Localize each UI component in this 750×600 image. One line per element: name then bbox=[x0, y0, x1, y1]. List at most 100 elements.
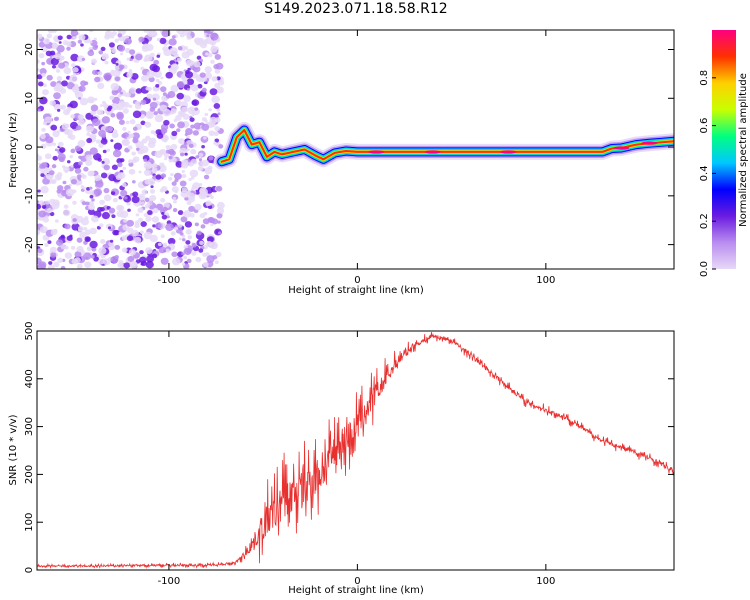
noise-point bbox=[110, 191, 116, 196]
noise-point bbox=[188, 143, 194, 148]
noise-point bbox=[167, 90, 176, 99]
noise-point bbox=[124, 37, 132, 45]
noise-point bbox=[207, 165, 213, 170]
ridge-peak bbox=[368, 150, 385, 154]
noise-point bbox=[191, 113, 195, 117]
noise-point bbox=[37, 230, 41, 236]
noise-point bbox=[163, 139, 168, 143]
noise-point bbox=[52, 30, 57, 33]
noise-point bbox=[190, 61, 195, 65]
noise-point bbox=[192, 130, 199, 136]
noise-point bbox=[182, 113, 190, 120]
noise-point bbox=[98, 50, 104, 55]
y-tick-label: 0 bbox=[24, 144, 35, 150]
noise-point bbox=[99, 104, 103, 107]
noise-point bbox=[37, 189, 41, 193]
noise-point bbox=[44, 200, 51, 205]
noise-point bbox=[101, 53, 109, 60]
noise-point bbox=[94, 174, 102, 182]
noise-point bbox=[63, 67, 72, 75]
noise-point bbox=[84, 261, 92, 269]
noise-point bbox=[157, 242, 162, 247]
noise-point bbox=[145, 86, 150, 91]
noise-point bbox=[198, 158, 203, 162]
noise-point bbox=[172, 199, 177, 204]
noise-point bbox=[210, 32, 219, 41]
noise-point bbox=[139, 250, 144, 255]
noise-point bbox=[51, 65, 56, 69]
noise-point bbox=[62, 209, 71, 217]
noise-point bbox=[37, 81, 44, 87]
noise-point bbox=[54, 219, 59, 223]
noise-point bbox=[108, 42, 115, 48]
noise-point bbox=[128, 248, 137, 256]
noise-point bbox=[214, 125, 221, 132]
noise-point bbox=[198, 248, 204, 253]
noise-point bbox=[184, 196, 189, 201]
noise-point bbox=[149, 234, 158, 243]
noise-point bbox=[171, 251, 178, 258]
noise-point bbox=[63, 204, 69, 209]
noise-point bbox=[175, 114, 182, 121]
noise-point bbox=[103, 164, 110, 171]
noise-point bbox=[42, 83, 47, 88]
noise-point bbox=[89, 227, 97, 235]
noise-point bbox=[170, 243, 175, 247]
noise-point bbox=[78, 34, 86, 41]
noise-point bbox=[81, 201, 87, 206]
noise-point bbox=[37, 68, 40, 72]
noise-point bbox=[178, 223, 183, 228]
noise-point bbox=[181, 238, 186, 242]
noise-point bbox=[100, 172, 108, 179]
y-tick-label: 100 bbox=[24, 513, 35, 532]
noise-point bbox=[117, 162, 123, 168]
noise-point bbox=[126, 57, 131, 61]
noise-point bbox=[70, 179, 77, 185]
noise-point bbox=[173, 118, 178, 123]
noise-point bbox=[61, 189, 66, 194]
y-tick-label: -20 bbox=[24, 236, 35, 252]
bottom-x-axis-label: Height of straight line (km) bbox=[288, 585, 424, 596]
noise-point bbox=[134, 220, 140, 225]
noise-point bbox=[104, 34, 111, 40]
noise-point bbox=[60, 265, 66, 269]
noise-point bbox=[72, 72, 77, 76]
noise-point bbox=[77, 114, 84, 120]
noise-point bbox=[152, 207, 159, 214]
noise-point bbox=[113, 142, 123, 151]
noise-point bbox=[169, 47, 178, 55]
noise-point bbox=[101, 211, 110, 220]
noise-point bbox=[160, 76, 164, 80]
noise-point bbox=[89, 170, 95, 176]
noise-point bbox=[185, 128, 193, 136]
bottom-y-axis-label: SNR (10 * v/v) bbox=[8, 414, 19, 485]
noise-point bbox=[108, 173, 117, 182]
noise-point bbox=[218, 144, 224, 149]
noise-point bbox=[111, 48, 117, 54]
noise-point bbox=[171, 130, 178, 137]
noise-point bbox=[140, 221, 147, 227]
y-tick-label: 20 bbox=[24, 43, 35, 56]
noise-point bbox=[93, 188, 103, 196]
noise-point bbox=[137, 145, 141, 148]
noise-point bbox=[214, 138, 220, 143]
noise-point bbox=[153, 111, 158, 116]
noise-point bbox=[168, 155, 173, 160]
noise-point bbox=[193, 61, 201, 68]
noise-point bbox=[111, 31, 117, 36]
noise-point bbox=[98, 223, 104, 228]
noise-point bbox=[58, 41, 62, 44]
noise-point bbox=[180, 216, 188, 223]
noise-point bbox=[183, 255, 188, 260]
noise-point bbox=[83, 227, 88, 231]
noise-point bbox=[144, 203, 150, 209]
noise-point bbox=[66, 235, 73, 241]
noise-point bbox=[74, 167, 82, 174]
noise-point bbox=[105, 159, 110, 165]
noise-point bbox=[173, 226, 179, 231]
noise-point bbox=[66, 46, 71, 51]
noise-point bbox=[80, 80, 87, 87]
noise-point bbox=[170, 173, 174, 177]
noise-point bbox=[101, 160, 105, 164]
